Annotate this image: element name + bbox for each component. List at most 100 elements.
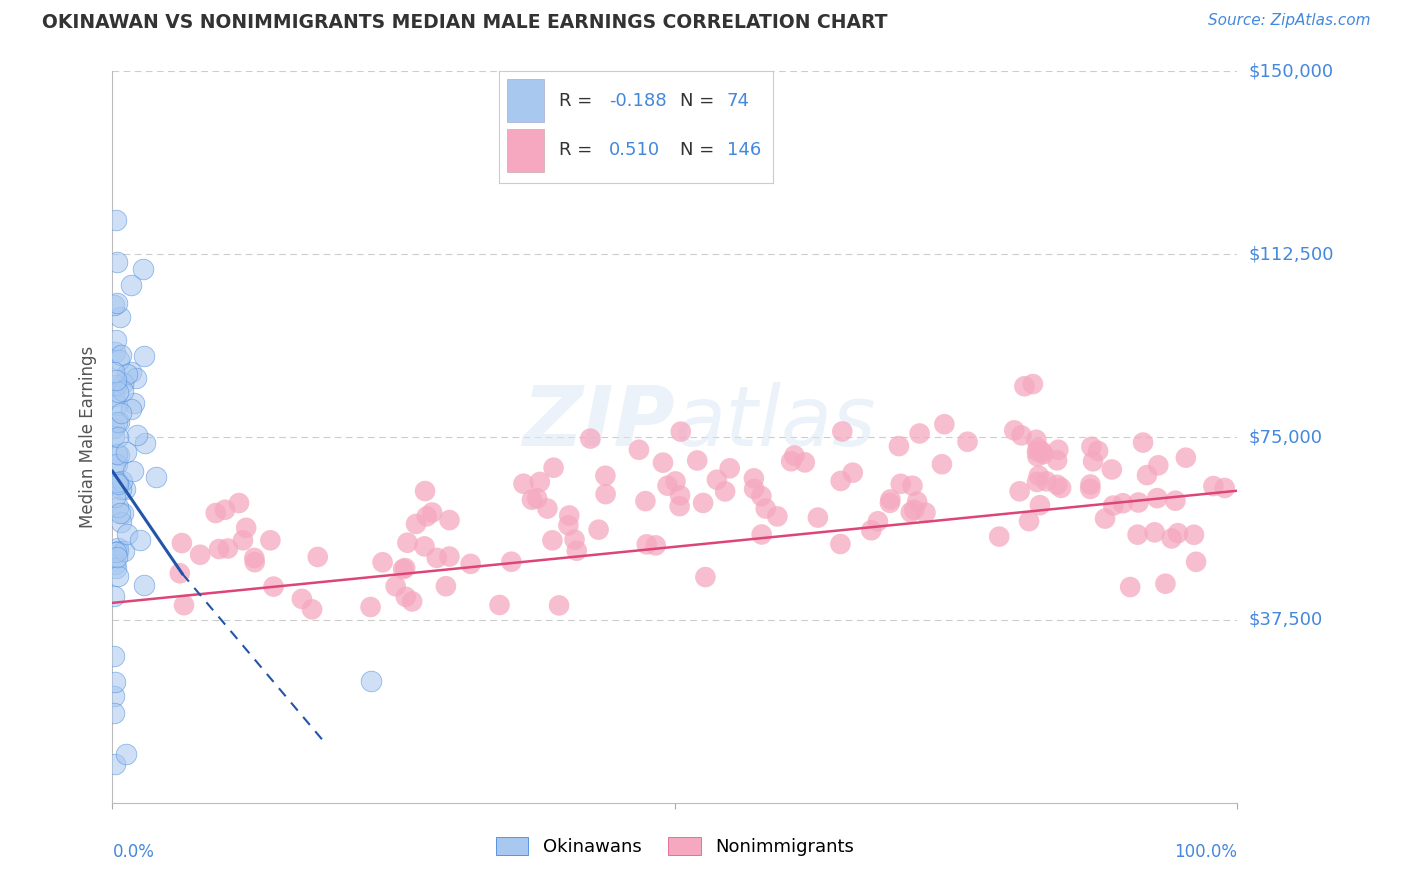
- Point: [956, 434, 979, 449]
- Point: [558, 508, 581, 523]
- Point: [103, 389, 125, 403]
- Point: [1028, 468, 1050, 483]
- Point: [588, 523, 610, 537]
- Point: [1164, 493, 1187, 508]
- Point: [830, 474, 852, 488]
- Point: [1002, 423, 1025, 437]
- Point: [879, 496, 901, 510]
- Point: [243, 555, 266, 569]
- Point: [934, 417, 956, 432]
- Point: [1022, 377, 1045, 392]
- Point: [931, 457, 953, 471]
- Point: [1112, 496, 1135, 510]
- Point: [1094, 511, 1116, 525]
- Point: [501, 555, 523, 569]
- Point: [401, 594, 423, 608]
- Point: [529, 475, 551, 489]
- Point: [107, 500, 129, 514]
- Point: [755, 501, 778, 516]
- Point: [1146, 491, 1168, 505]
- Point: [105, 549, 128, 564]
- Text: -0.188: -0.188: [609, 92, 666, 110]
- Point: [548, 599, 571, 613]
- Point: [243, 550, 266, 565]
- Point: [1147, 458, 1170, 473]
- Point: [169, 566, 191, 581]
- Point: [706, 473, 728, 487]
- Point: [107, 430, 129, 444]
- Point: [439, 549, 461, 564]
- Point: [657, 478, 679, 492]
- Point: [121, 464, 143, 478]
- Point: [131, 262, 153, 277]
- Point: [107, 544, 129, 558]
- Point: [742, 482, 765, 496]
- Point: [413, 540, 436, 554]
- Point: [107, 385, 129, 400]
- Point: [103, 429, 125, 443]
- Point: [110, 348, 132, 362]
- Point: [104, 377, 127, 392]
- Point: [132, 349, 155, 363]
- Point: [460, 557, 482, 571]
- Point: [1046, 453, 1069, 467]
- Point: [301, 602, 323, 616]
- Text: R =: R =: [560, 141, 599, 159]
- Point: [1026, 475, 1049, 489]
- Point: [1029, 498, 1052, 512]
- Point: [1047, 442, 1070, 457]
- Point: [115, 527, 138, 541]
- Point: [1119, 580, 1142, 594]
- Point: [1026, 444, 1049, 458]
- Point: [1032, 447, 1054, 461]
- Point: [110, 406, 132, 420]
- Point: [595, 487, 617, 501]
- Text: $75,000: $75,000: [1249, 428, 1323, 446]
- Point: [125, 371, 148, 385]
- Point: [1026, 442, 1049, 456]
- Point: [1008, 484, 1031, 499]
- Point: [228, 496, 250, 510]
- Point: [420, 506, 443, 520]
- Point: [107, 353, 129, 368]
- Point: [105, 295, 128, 310]
- Text: R =: R =: [560, 92, 599, 110]
- Point: [1025, 433, 1047, 447]
- Point: [115, 747, 138, 761]
- Point: [107, 398, 129, 412]
- Point: [669, 425, 692, 439]
- Point: [405, 516, 427, 531]
- Text: 0.0%: 0.0%: [112, 843, 155, 861]
- Point: [914, 506, 936, 520]
- Bar: [508, 129, 544, 171]
- Point: [217, 541, 239, 556]
- Point: [1078, 482, 1101, 496]
- Point: [1182, 528, 1205, 542]
- Point: [173, 598, 195, 612]
- Point: [1018, 514, 1040, 528]
- Point: [395, 590, 418, 604]
- Point: [111, 506, 134, 520]
- Point: [394, 561, 416, 575]
- Point: [204, 506, 226, 520]
- Point: [263, 580, 285, 594]
- Point: [1202, 479, 1225, 493]
- Point: [103, 458, 125, 472]
- Point: [115, 368, 138, 382]
- Point: [1132, 435, 1154, 450]
- Point: [214, 502, 236, 516]
- Point: [107, 477, 129, 491]
- Text: Source: ZipAtlas.com: Source: ZipAtlas.com: [1208, 13, 1371, 29]
- Point: [104, 490, 127, 504]
- Point: [1081, 454, 1104, 468]
- Point: [1128, 495, 1150, 509]
- Point: [104, 373, 127, 387]
- Point: [112, 376, 135, 391]
- Point: [107, 541, 129, 556]
- Point: [384, 579, 406, 593]
- Bar: [508, 79, 544, 121]
- Point: [536, 501, 558, 516]
- Point: [1014, 379, 1036, 393]
- Point: [780, 454, 803, 468]
- Point: [900, 505, 922, 519]
